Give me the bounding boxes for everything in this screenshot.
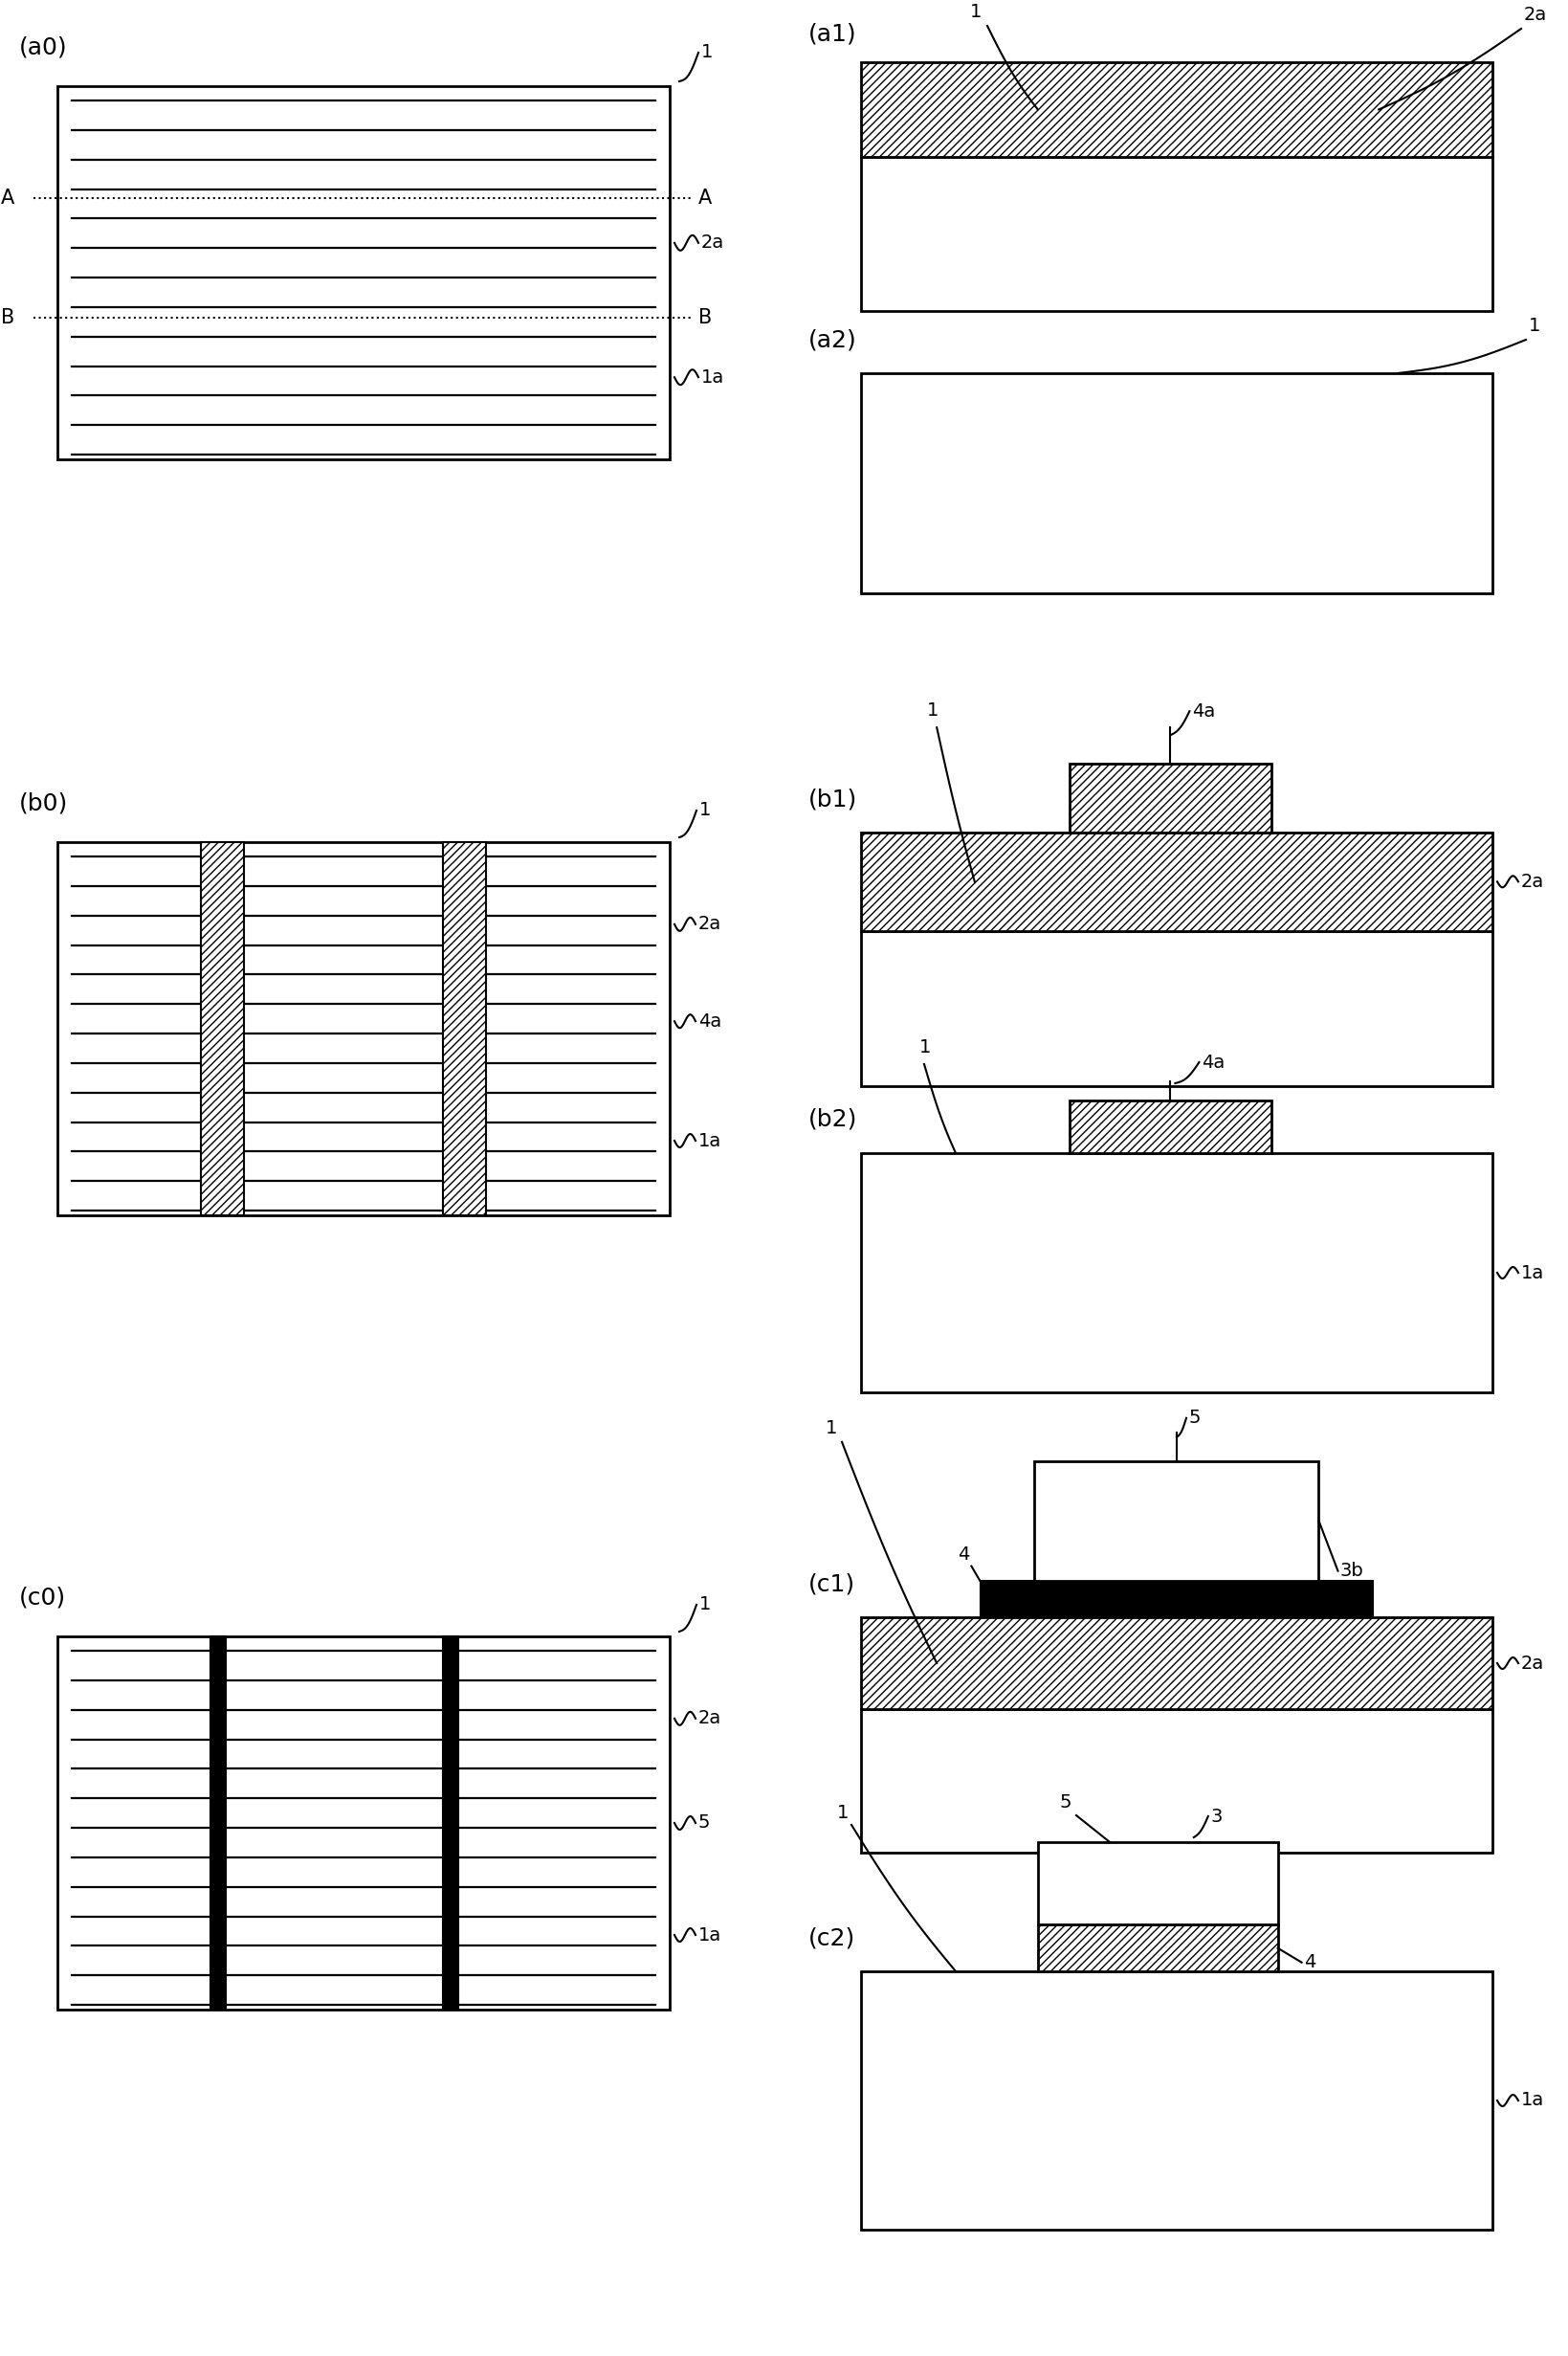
Text: 3: 3 [1210, 1807, 1221, 1826]
Bar [1036, 1925, 1276, 1972]
Text: (b0): (b0) [19, 792, 67, 815]
Text: 3b: 3b [1339, 1562, 1363, 1581]
Text: 1: 1 [699, 801, 710, 820]
Text: 5: 5 [698, 1814, 710, 1833]
Text: 1a: 1a [1521, 2092, 1543, 2109]
Bar [58, 87, 670, 459]
Bar [861, 1708, 1491, 1852]
Text: 1: 1 [927, 702, 939, 721]
Text: (a2): (a2) [808, 327, 856, 351]
Text: 1: 1 [701, 42, 712, 61]
Text: 4a: 4a [698, 1013, 721, 1030]
Text: 4: 4 [1303, 1953, 1314, 1972]
Bar [861, 372, 1491, 594]
Text: 1: 1 [825, 1418, 837, 1437]
Bar [210, 1637, 226, 2010]
Text: 2a: 2a [1523, 5, 1546, 24]
Bar [861, 1152, 1491, 1392]
Text: (a1): (a1) [808, 21, 856, 45]
Text: A: A [698, 188, 712, 207]
Bar [1069, 1100, 1270, 1152]
Bar [1036, 1842, 1276, 1925]
Bar [58, 841, 670, 1216]
Bar [201, 841, 245, 1216]
Bar [861, 931, 1491, 1086]
Text: 1: 1 [1527, 316, 1540, 335]
Bar [861, 1616, 1491, 1708]
Bar [861, 61, 1491, 158]
Text: 2a: 2a [1521, 872, 1543, 891]
Text: 5: 5 [1189, 1409, 1201, 1428]
Text: 1: 1 [969, 2, 982, 21]
Text: 1a: 1a [701, 368, 724, 386]
Text: 1a: 1a [698, 1131, 721, 1150]
Text: (a0): (a0) [19, 35, 67, 59]
Text: (b1): (b1) [808, 787, 856, 810]
Bar [861, 832, 1491, 931]
Text: B: B [0, 309, 14, 327]
Text: B: B [698, 309, 712, 327]
Text: (b2): (b2) [808, 1107, 858, 1131]
Text: (c0): (c0) [19, 1586, 66, 1609]
Text: 2a: 2a [698, 914, 721, 933]
Text: 4a: 4a [1201, 1053, 1225, 1072]
Text: 1a: 1a [698, 1925, 721, 1944]
Text: 4: 4 [956, 1546, 969, 1564]
Text: 5: 5 [1058, 1793, 1071, 1812]
Text: 1: 1 [699, 1595, 710, 1614]
Text: 2a: 2a [1521, 1654, 1543, 1673]
Bar [442, 1637, 458, 2010]
Text: A: A [0, 188, 14, 207]
Text: (c1): (c1) [808, 1571, 855, 1595]
Bar [861, 1972, 1491, 2229]
Bar [861, 158, 1491, 311]
Bar [1033, 1461, 1319, 1581]
Bar [1069, 763, 1270, 832]
Bar [58, 1637, 670, 2010]
Text: 2a: 2a [698, 1710, 721, 1727]
Text: (c2): (c2) [808, 1927, 855, 1948]
Bar [442, 841, 486, 1216]
Text: 4a: 4a [1192, 702, 1215, 721]
Text: 2a: 2a [701, 233, 724, 252]
Text: 1: 1 [919, 1039, 931, 1055]
Text: 1a: 1a [1521, 1263, 1543, 1282]
Text: 1: 1 [836, 1805, 848, 1821]
Bar [980, 1581, 1372, 1616]
